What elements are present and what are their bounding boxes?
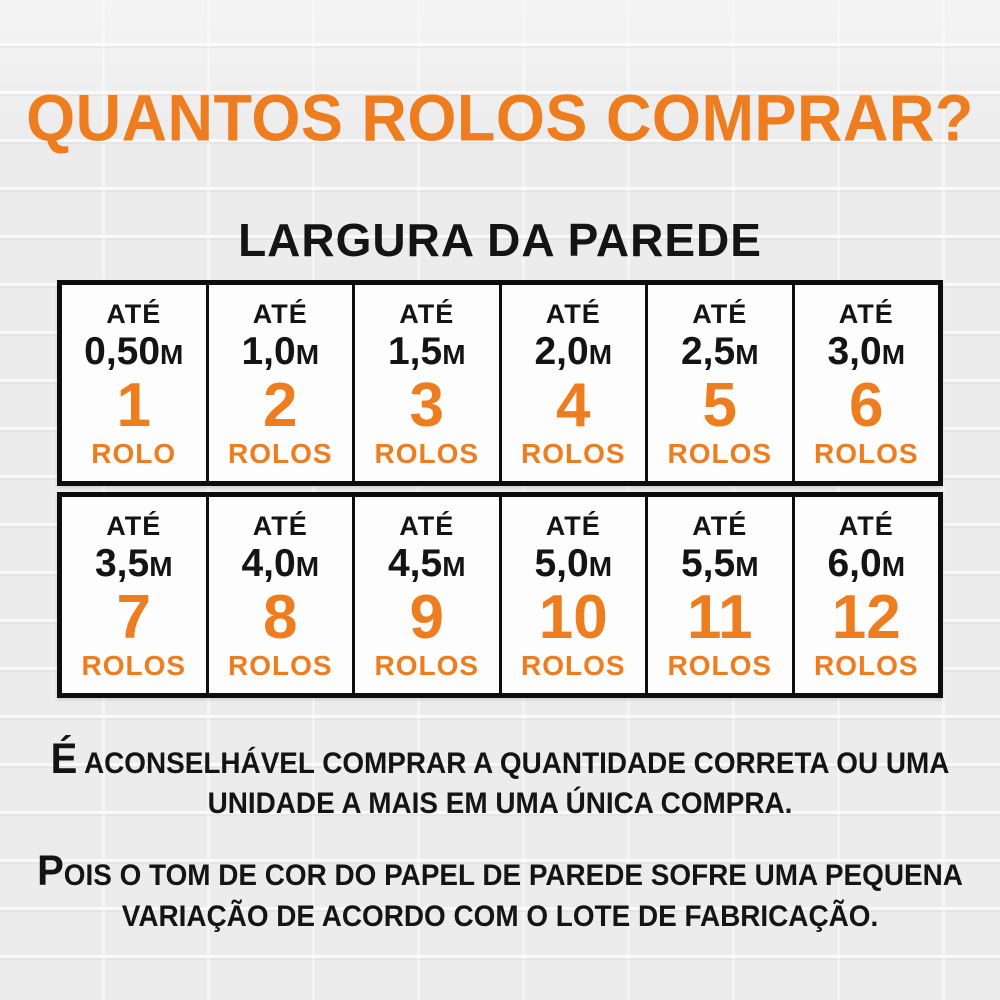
table-cell: ATÉ 2,0M 4 ROLOS (501, 285, 648, 481)
cell-width-unit: M (442, 338, 466, 370)
cell-prefix: ATÉ (692, 511, 748, 541)
cell-prefix: ATÉ (106, 511, 162, 541)
table-cell: ATÉ 2,5M 5 ROLOS (648, 285, 795, 481)
cell-roll-label: ROLOS (667, 650, 773, 682)
table-cell: ATÉ 5,5M 11 ROLOS (648, 497, 795, 693)
cell-roll-label: ROLOS (813, 650, 919, 682)
cell-roll-label: ROLOS (813, 438, 919, 470)
cell-measure: 1,5M (388, 330, 466, 374)
cell-roll-label: ROLOS (667, 438, 773, 470)
cell-width-unit: M (881, 550, 906, 582)
advice-note-line1: ACONSELHÁVEL COMPRAR A QUANTIDADE CORRET… (77, 747, 950, 780)
cell-width-unit: M (160, 338, 184, 370)
cell-prefix: ATÉ (399, 299, 455, 329)
cell-roll-label: ROLOS (227, 650, 333, 682)
cell-prefix: ATÉ (399, 511, 455, 541)
cell-prefix: ATÉ (252, 511, 308, 541)
rolls-table-row-1: ATÉ 0,50M 1 ROLO ATÉ 1,0M 2 ROLOS ATÉ 1,… (57, 280, 943, 486)
cell-roll-label: ROLOS (227, 438, 333, 470)
advice-note: É ACONSELHÁVEL COMPRAR A QUANTIDADE CORR… (35, 738, 965, 824)
cell-roll-label: ROLOS (81, 650, 187, 682)
table-cell: ATÉ 3,5M 7 ROLOS (62, 497, 209, 693)
cell-prefix: ATÉ (838, 299, 894, 329)
advice-note-line2: UNIDADE A MAIS EM UMA ÚNICA COMPRA. (207, 787, 793, 821)
cell-roll-label: ROLOS (520, 438, 626, 470)
cell-width-value: 4,0 (241, 541, 296, 585)
table-cell: ATÉ 3,0M 6 ROLOS (794, 285, 938, 481)
cell-prefix: ATÉ (545, 299, 601, 329)
table-cell: ATÉ 1,5M 3 ROLOS (355, 285, 502, 481)
cell-roll-count: 1 (116, 371, 151, 441)
cell-prefix: ATÉ (692, 299, 748, 329)
cell-roll-label: ROLOS (374, 650, 480, 682)
cell-measure: 5,5M (681, 542, 759, 586)
table-heading: LARGURA DA PAREDE (238, 214, 762, 266)
cell-width-unit: M (588, 550, 613, 582)
cell-width-value: 3,0 (827, 329, 882, 373)
cell-roll-count: 10 (538, 583, 608, 653)
cell-roll-count: 11 (686, 583, 753, 653)
table-cell: ATÉ 1,0M 2 ROLOS (208, 285, 355, 481)
table-cell: ATÉ 4,0M 8 ROLOS (208, 497, 355, 693)
batch-variation-note-line1: OIS O TOM DE COR DO PAPEL DE PAREDE SOFR… (63, 859, 963, 893)
cell-width-unit: M (588, 338, 613, 370)
cell-width-unit: M (881, 338, 906, 370)
cell-measure: 5,0M (534, 542, 612, 586)
cell-measure: 3,0M (827, 330, 905, 374)
cell-prefix: ATÉ (545, 511, 601, 541)
cell-roll-count: 2 (263, 371, 298, 441)
cell-prefix: ATÉ (252, 299, 308, 329)
cell-width-unit: M (295, 338, 320, 370)
cell-width-unit: M (295, 550, 320, 582)
batch-variation-note-lead-cap: P (37, 847, 64, 896)
cell-roll-count: 7 (116, 583, 151, 653)
cell-measure: 4,5M (388, 542, 466, 586)
cell-width-value: 5,5 (680, 541, 736, 585)
cell-measure: 1,0M (241, 330, 319, 374)
cell-roll-count: 4 (556, 371, 591, 441)
cell-roll-label: ROLOS (374, 438, 480, 470)
cell-width-value: 1,0 (241, 329, 296, 373)
cell-measure: 6,0M (827, 542, 905, 586)
cell-roll-count: 3 (409, 371, 444, 441)
cell-width-unit: M (735, 338, 759, 370)
cell-width-value: 2,0 (534, 329, 589, 373)
cell-prefix: ATÉ (838, 511, 894, 541)
cell-roll-count: 9 (409, 583, 444, 653)
rolls-table-row-2: ATÉ 3,5M 7 ROLOS ATÉ 4,0M 8 ROLOS ATÉ 4,… (57, 492, 943, 698)
cell-roll-count: 5 (702, 371, 737, 441)
cell-measure: 4,0M (241, 542, 319, 586)
cell-roll-count: 6 (849, 371, 884, 441)
cell-roll-label: ROLOS (520, 650, 626, 682)
cell-prefix: ATÉ (106, 299, 162, 329)
advice-note-lead-cap: É (50, 735, 78, 783)
cell-roll-label: ROLO (91, 438, 177, 470)
batch-variation-note-line2: VARIAÇÃO DE ACORDO COM O LOTE DE FABRICA… (121, 899, 879, 933)
cell-width-value: 6,0 (827, 541, 882, 585)
cell-measure: 3,5M (95, 542, 173, 586)
cell-roll-count: 8 (263, 583, 298, 653)
cell-width-unit: M (735, 550, 759, 582)
cell-width-value: 5,0 (534, 541, 589, 585)
table-cell: ATÉ 4,5M 9 ROLOS (355, 497, 502, 693)
cell-width-value: 2,5 (680, 329, 736, 373)
cell-measure: 2,0M (534, 330, 612, 374)
cell-width-value: 0,50 (84, 329, 161, 373)
cell-measure: 2,5M (681, 330, 759, 374)
cell-measure: 0,50M (84, 330, 183, 374)
table-cell: ATÉ 0,50M 1 ROLO (62, 285, 209, 481)
cell-width-unit: M (149, 550, 173, 582)
cell-width-value: 4,5 (387, 541, 443, 585)
batch-variation-note: POIS O TOM DE COR DO PAPEL DE PAREDE SOF… (35, 850, 965, 936)
cell-width-unit: M (442, 550, 466, 582)
table-cell: ATÉ 6,0M 12 ROLOS (794, 497, 938, 693)
page-title: QUANTOS ROLOS COMPRAR? (26, 82, 974, 156)
cell-roll-count: 12 (831, 583, 901, 653)
cell-width-value: 1,5 (387, 329, 443, 373)
table-cell: ATÉ 5,0M 10 ROLOS (501, 497, 648, 693)
cell-width-value: 3,5 (94, 541, 150, 585)
